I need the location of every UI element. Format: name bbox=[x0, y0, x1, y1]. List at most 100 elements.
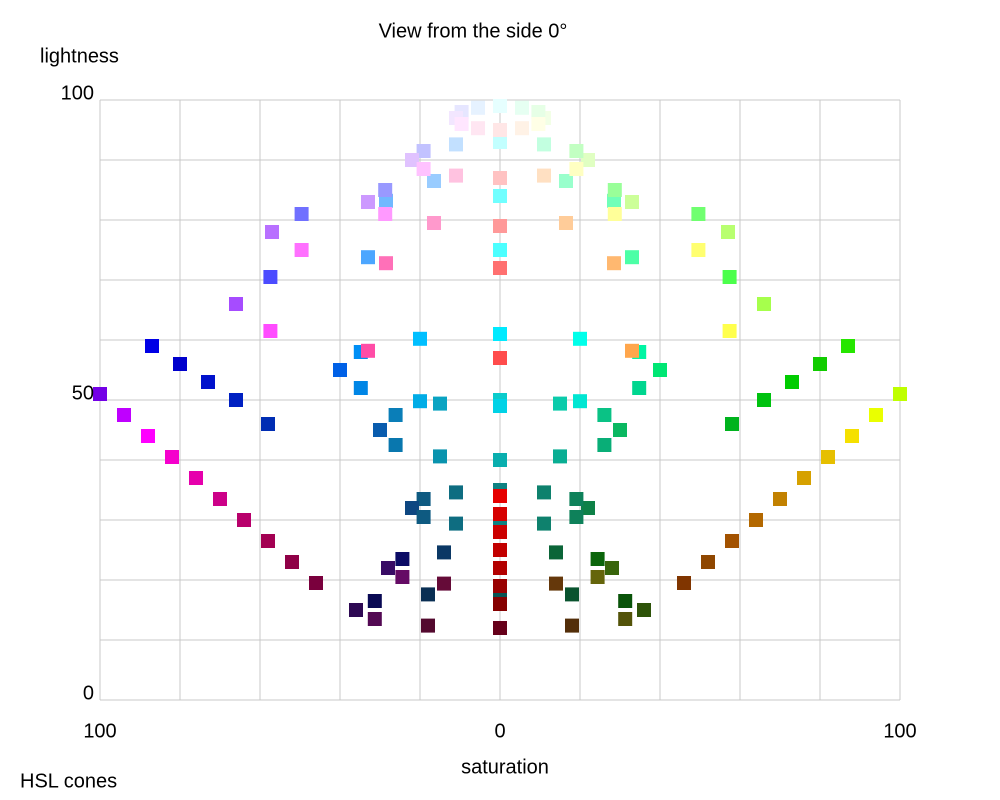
x-tick-label: 100 bbox=[83, 720, 116, 742]
point bbox=[537, 168, 551, 183]
point bbox=[449, 137, 463, 152]
point bbox=[493, 453, 507, 467]
point bbox=[379, 256, 393, 271]
point bbox=[229, 297, 243, 311]
point bbox=[367, 612, 382, 626]
x-tick-label: 100 bbox=[883, 720, 916, 742]
point bbox=[93, 387, 107, 401]
point bbox=[493, 261, 507, 275]
point bbox=[405, 153, 419, 167]
point bbox=[691, 243, 706, 257]
point bbox=[265, 225, 279, 239]
point bbox=[361, 343, 375, 358]
point bbox=[531, 117, 546, 131]
point bbox=[449, 516, 463, 531]
point bbox=[613, 423, 627, 437]
point bbox=[607, 183, 622, 197]
point bbox=[493, 597, 507, 611]
point bbox=[537, 137, 551, 152]
point bbox=[427, 216, 441, 230]
point bbox=[421, 587, 435, 602]
point bbox=[757, 297, 771, 311]
point bbox=[637, 603, 651, 617]
point bbox=[618, 594, 633, 608]
y-tick-label: 0 bbox=[83, 682, 94, 704]
point bbox=[493, 579, 507, 593]
point bbox=[471, 121, 485, 136]
point bbox=[565, 587, 579, 602]
point bbox=[569, 492, 584, 506]
point bbox=[757, 393, 771, 407]
point bbox=[493, 525, 507, 539]
point bbox=[493, 135, 507, 149]
caption: HSL cones bbox=[20, 770, 117, 792]
point bbox=[581, 153, 595, 167]
point bbox=[607, 207, 622, 221]
point bbox=[493, 507, 507, 521]
point bbox=[173, 357, 187, 371]
point bbox=[537, 516, 551, 531]
point bbox=[433, 396, 447, 411]
point bbox=[515, 121, 529, 136]
point bbox=[590, 570, 605, 584]
point bbox=[454, 117, 469, 131]
point bbox=[427, 174, 441, 188]
point bbox=[449, 168, 463, 183]
point bbox=[285, 555, 299, 569]
point bbox=[493, 489, 507, 503]
point bbox=[559, 174, 573, 188]
point bbox=[416, 510, 431, 524]
point bbox=[773, 492, 787, 506]
point bbox=[691, 207, 706, 221]
point bbox=[565, 618, 579, 633]
point bbox=[421, 618, 435, 633]
point bbox=[367, 594, 382, 608]
point bbox=[725, 534, 739, 548]
point bbox=[605, 561, 619, 575]
point bbox=[493, 621, 507, 635]
point bbox=[573, 331, 587, 346]
point bbox=[701, 555, 715, 569]
point bbox=[493, 243, 507, 257]
point bbox=[573, 394, 587, 409]
point bbox=[405, 501, 419, 515]
point bbox=[537, 485, 551, 500]
point bbox=[349, 603, 363, 617]
point bbox=[549, 576, 563, 591]
point bbox=[493, 561, 507, 575]
point bbox=[569, 162, 584, 176]
point bbox=[515, 100, 529, 115]
point bbox=[493, 99, 507, 113]
y-tick-label: 100 bbox=[61, 82, 94, 104]
point bbox=[625, 250, 639, 265]
point bbox=[381, 561, 395, 575]
point bbox=[597, 408, 612, 422]
point bbox=[722, 270, 737, 284]
point bbox=[581, 501, 595, 515]
point bbox=[721, 225, 735, 239]
point bbox=[893, 387, 907, 401]
point bbox=[413, 331, 427, 346]
point bbox=[145, 339, 159, 353]
point bbox=[378, 207, 393, 221]
point bbox=[493, 171, 507, 185]
y-tick-label: 50 bbox=[72, 382, 94, 404]
point bbox=[395, 552, 410, 566]
point bbox=[189, 471, 203, 485]
point bbox=[388, 438, 403, 452]
point bbox=[677, 576, 691, 590]
point bbox=[213, 492, 227, 506]
point bbox=[361, 250, 375, 265]
point bbox=[813, 357, 827, 371]
x-axis-label: saturation bbox=[461, 756, 549, 778]
point bbox=[261, 417, 275, 431]
point bbox=[294, 207, 309, 221]
point bbox=[294, 243, 309, 257]
point bbox=[722, 324, 737, 338]
point bbox=[471, 100, 485, 115]
point bbox=[141, 429, 155, 443]
point bbox=[117, 408, 131, 422]
point bbox=[797, 471, 811, 485]
point bbox=[625, 195, 639, 209]
